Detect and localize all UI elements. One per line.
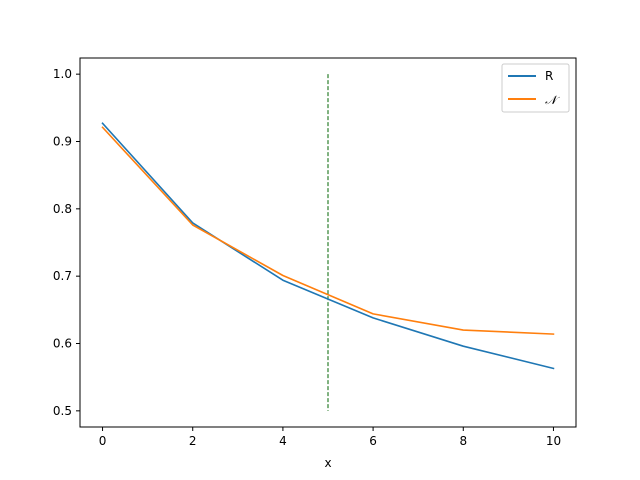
- y-tick-label: 0.8: [53, 202, 72, 216]
- legend-box: [501, 63, 570, 113]
- x-tick-label: 2: [189, 434, 197, 448]
- plot-border: [79, 57, 577, 428]
- x-tick-label: 8: [459, 434, 467, 448]
- legend: R 𝒩: [501, 63, 570, 113]
- y-tick-label: 1.0: [53, 67, 72, 81]
- x-axis-label: x: [324, 456, 331, 470]
- series-line-1: [101, 126, 555, 335]
- x-tick-label: 10: [546, 434, 561, 448]
- y-axis-ticks: 0.5 0.6 0.7 0.8 0.9 1.0: [53, 67, 80, 418]
- x-tick-label: 4: [279, 434, 287, 448]
- series-line-0: [101, 122, 555, 370]
- x-tick-label: 0: [99, 434, 107, 448]
- legend-label-r: R: [545, 69, 553, 83]
- y-tick-label: 0.7: [53, 269, 72, 283]
- y-tick-label: 0.9: [53, 134, 72, 148]
- legend-label-n: 𝒩: [545, 93, 560, 107]
- x-axis-ticks: 0 2 4 6 8 10: [99, 427, 561, 448]
- y-tick-label: 0.6: [53, 337, 72, 351]
- y-tick-label: 0.5: [53, 404, 72, 418]
- series-layer: [101, 122, 555, 370]
- x-tick-label: 6: [369, 434, 377, 448]
